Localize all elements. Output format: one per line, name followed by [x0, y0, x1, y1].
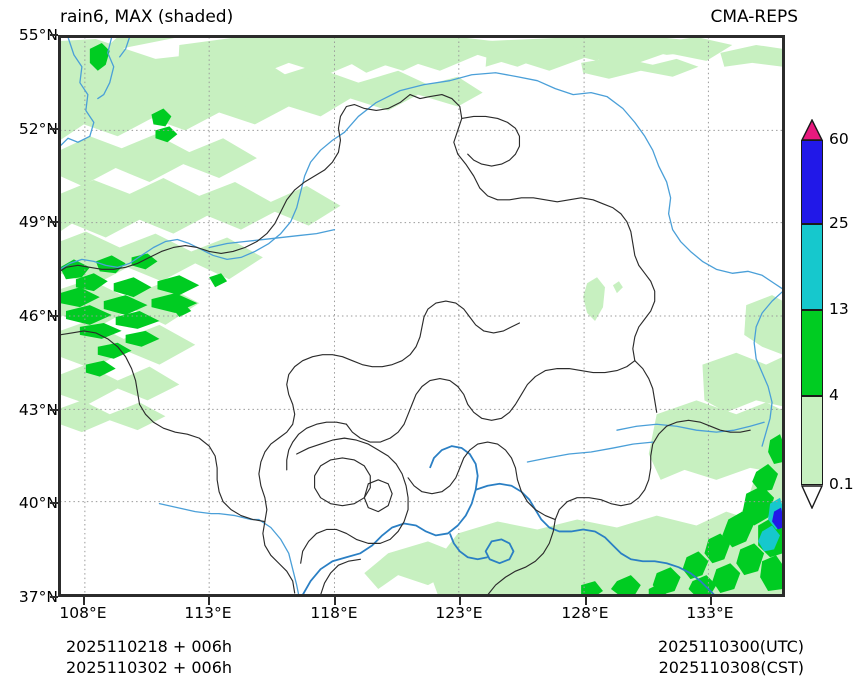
y-tick-label: 40°N [18, 494, 58, 512]
river-network [60, 37, 783, 595]
y-tick-mark [50, 596, 58, 598]
colorbar[interactable]: 60 25 13 4 0.1 [801, 119, 854, 509]
y-tick-mark [50, 502, 58, 504]
y-tick-mark [50, 34, 58, 36]
init-time-utc-label: 2025110218 + 006h [66, 637, 233, 656]
y-tick-mark [50, 221, 58, 223]
x-tick-label: 113°E [184, 604, 232, 622]
x-tick-label: 133°E [686, 604, 734, 622]
y-tick-mark [50, 315, 58, 317]
colorbar-tick-0.1: 0.1 [829, 475, 854, 493]
y-axis: 55°N 52°N 49°N 46°N 43°N 40°N 37°N [0, 0, 58, 692]
colorbar-upper-arrow [801, 119, 823, 141]
map-gridlines [60, 37, 783, 595]
y-tick-mark [50, 128, 58, 130]
map-canvas [60, 37, 783, 595]
administrative-borders [60, 94, 751, 595]
x-tick-mark [585, 597, 587, 605]
x-tick-label: 123°E [435, 604, 483, 622]
colorbar-tick-25: 25 [829, 214, 849, 232]
x-tick-mark [710, 597, 712, 605]
model-label: CMA-REPS [710, 7, 798, 27]
x-tick-label: 128°E [561, 604, 609, 622]
x-tick-mark [83, 597, 85, 605]
y-tick-label: 43°N [18, 401, 58, 419]
x-tick-mark [459, 597, 461, 605]
y-tick-label: 37°N [18, 588, 58, 606]
init-time-cst-label: 2025110302 + 006h [66, 658, 233, 677]
colorbar-tick-13: 13 [829, 300, 849, 318]
x-tick-label: 108°E [59, 604, 107, 622]
x-tick-mark [334, 597, 336, 605]
colorbar-band-4-13 [801, 310, 823, 396]
map-plot-area [58, 35, 785, 597]
x-tick-label: 118°E [310, 604, 358, 622]
shading-level-25-60 [772, 507, 783, 530]
x-tick-mark [208, 597, 210, 605]
colorbar-band-0.1-4 [801, 396, 823, 485]
colorbar-band-25-60 [801, 140, 823, 224]
colorbar-band-13-25 [801, 224, 823, 310]
y-tick-label: 55°N [18, 26, 58, 44]
y-tick-label: 49°N [18, 213, 58, 231]
page-title: rain6, MAX (shaded) [60, 7, 234, 27]
y-tick-label: 46°N [18, 307, 58, 325]
valid-time-utc-label: 2025110300(UTC) [658, 637, 804, 656]
colorbar-tick-4: 4 [829, 386, 839, 404]
colorbar-tick-60: 60 [829, 130, 849, 148]
plot-border [60, 37, 783, 595]
y-tick-label: 52°N [18, 120, 58, 138]
valid-time-cst-label: 2025110308(CST) [658, 658, 804, 677]
colorbar-lower-arrow [801, 485, 823, 509]
y-tick-mark [50, 409, 58, 411]
